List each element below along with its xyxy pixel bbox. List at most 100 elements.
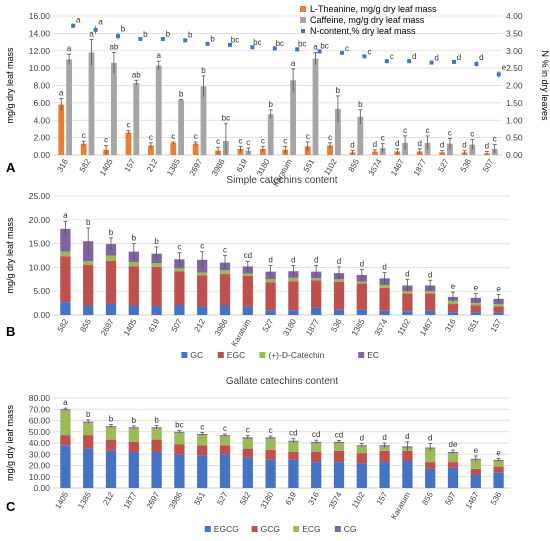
significance-letter: b xyxy=(210,34,215,43)
significance-letter: b xyxy=(154,237,159,246)
significance-letter: b xyxy=(166,30,171,39)
x-tick-label: 1467 xyxy=(389,157,406,177)
significance-letter: c xyxy=(390,52,394,61)
significance-letter: c xyxy=(493,135,497,144)
x-tick-label: 1467 xyxy=(464,490,481,510)
legend-swatch xyxy=(251,526,258,532)
bar-segment-d-catechin xyxy=(356,281,367,284)
significance-letter: c xyxy=(104,135,108,144)
significance-letter: d xyxy=(291,255,295,264)
x-tick-label: 536 xyxy=(329,317,344,334)
bar-l-theanine xyxy=(80,143,87,155)
bar-segment-gc xyxy=(379,310,390,315)
significance-letter: d xyxy=(360,434,364,443)
bar-segment-egcg xyxy=(60,445,71,488)
legend-swatch xyxy=(293,526,300,532)
legend-label: GC xyxy=(190,350,203,360)
significance-letter: d xyxy=(373,140,377,149)
bar-segment-gc xyxy=(197,306,208,315)
significance-letter: c xyxy=(269,426,273,435)
point-n-content xyxy=(474,61,479,66)
bar-segment-ecg xyxy=(242,438,253,449)
bar-segment-egc xyxy=(493,306,504,313)
point-n-content xyxy=(452,59,456,64)
x-tick-label: 212 xyxy=(101,490,116,507)
x-tick-label: 3986 xyxy=(210,157,227,177)
bar-segment-gc xyxy=(83,305,94,315)
bar-caffeine xyxy=(290,80,297,155)
bar-segment-egcg xyxy=(447,467,459,488)
significance-letter: c xyxy=(82,131,86,140)
x-tick-label: Karatum xyxy=(230,317,253,348)
bar-segment-egcg xyxy=(219,454,231,488)
bar-segment-gc xyxy=(128,305,139,315)
bar-segment-egcg xyxy=(333,462,345,488)
y2-tick-label: 4.00 xyxy=(506,11,523,21)
legend-label: GCG xyxy=(261,524,280,534)
bar-segment-egc xyxy=(402,293,413,312)
panel-a-caffeine-theanine-nitrogen-chart: 0.00 2.00 4.00 6.00 8.00 10.00 12.00 14.00 16.00… xyxy=(5,4,550,188)
bar-segment-gcg xyxy=(288,452,299,460)
x-tick-label: 619 xyxy=(235,157,250,174)
significance-letter: bc xyxy=(175,421,183,430)
point-n-content xyxy=(295,47,300,52)
significance-letter: c xyxy=(283,136,287,145)
y-axis-label: mg/g dry leaf mass xyxy=(5,404,15,481)
significance-letter: a xyxy=(313,42,318,51)
x-tick-label: 316 xyxy=(443,317,458,334)
legend-swatch xyxy=(334,526,341,532)
x-tick-label: 551 xyxy=(302,157,317,174)
chart-title: Simple catechins content xyxy=(226,175,337,186)
legend-label: (+)-D-Catechin xyxy=(268,350,324,360)
legend-swatch xyxy=(217,352,224,358)
panel-b-simple-catechins-chart: Simple catechins content 0.00 5.00 10.00 15.… xyxy=(5,175,510,360)
bar-caffeine xyxy=(312,58,319,155)
significance-letter: c xyxy=(149,133,153,142)
x-tick-label: 551 xyxy=(466,317,481,334)
x-tick-label: 582 xyxy=(238,490,253,507)
significance-letter: c xyxy=(306,132,310,141)
bar-segment-d-catechin xyxy=(379,285,390,288)
bar-segment-gcg xyxy=(425,462,436,469)
bar-segment-egc xyxy=(379,287,390,311)
bar-caffeine xyxy=(133,82,140,155)
bar-l-theanine xyxy=(237,148,244,155)
significance-letter: b xyxy=(121,25,126,34)
significance-letter: b xyxy=(358,100,363,109)
bar-segment-egc xyxy=(425,293,436,311)
x-tick-label: 619 xyxy=(147,317,162,334)
bar-caffeine xyxy=(335,108,341,155)
point-n-content xyxy=(384,59,389,64)
x-tick-label: 3986 xyxy=(213,317,230,337)
bar-segment-gc xyxy=(311,307,322,315)
bar-segment-ecg xyxy=(470,459,481,469)
bar-segment-gc xyxy=(356,309,367,315)
x-tick-label: 1405 xyxy=(98,157,115,177)
significance-letter: bc xyxy=(298,39,306,48)
bar-segment-egc xyxy=(356,283,367,310)
bar-caffeine xyxy=(111,62,117,155)
y-tick-label: 15.00 xyxy=(29,239,51,249)
legend-label: N-content,% dry leaf mass xyxy=(310,26,416,36)
bar-segment-ecg xyxy=(219,436,231,446)
legend-label: EGC xyxy=(227,350,245,360)
bar-segment-d-catechin xyxy=(60,251,71,257)
x-tick-label: 582 xyxy=(56,317,71,334)
bar-segment-egc xyxy=(470,305,481,313)
bar-segment-egc xyxy=(333,281,345,310)
legend-label: ECG xyxy=(302,524,320,534)
x-tick-label: 1385 xyxy=(76,490,93,510)
bar-l-theanine xyxy=(147,145,154,155)
x-tick-label: 2697 xyxy=(188,157,205,177)
x-tick-label: 3180 xyxy=(281,317,298,337)
bar-l-theanine xyxy=(192,143,199,155)
x-tick-label: 157 xyxy=(375,490,390,507)
significance-letter: c xyxy=(126,121,130,130)
bar-segment-gcg xyxy=(60,435,71,446)
x-tick-label: 2697 xyxy=(145,490,162,510)
x-tick-label: 3574 xyxy=(367,157,384,177)
bar-segment-ecg xyxy=(128,428,139,442)
x-tick-label: 1877 xyxy=(412,157,429,177)
significance-letter: d xyxy=(405,432,409,441)
significance-letter: c xyxy=(200,423,204,432)
